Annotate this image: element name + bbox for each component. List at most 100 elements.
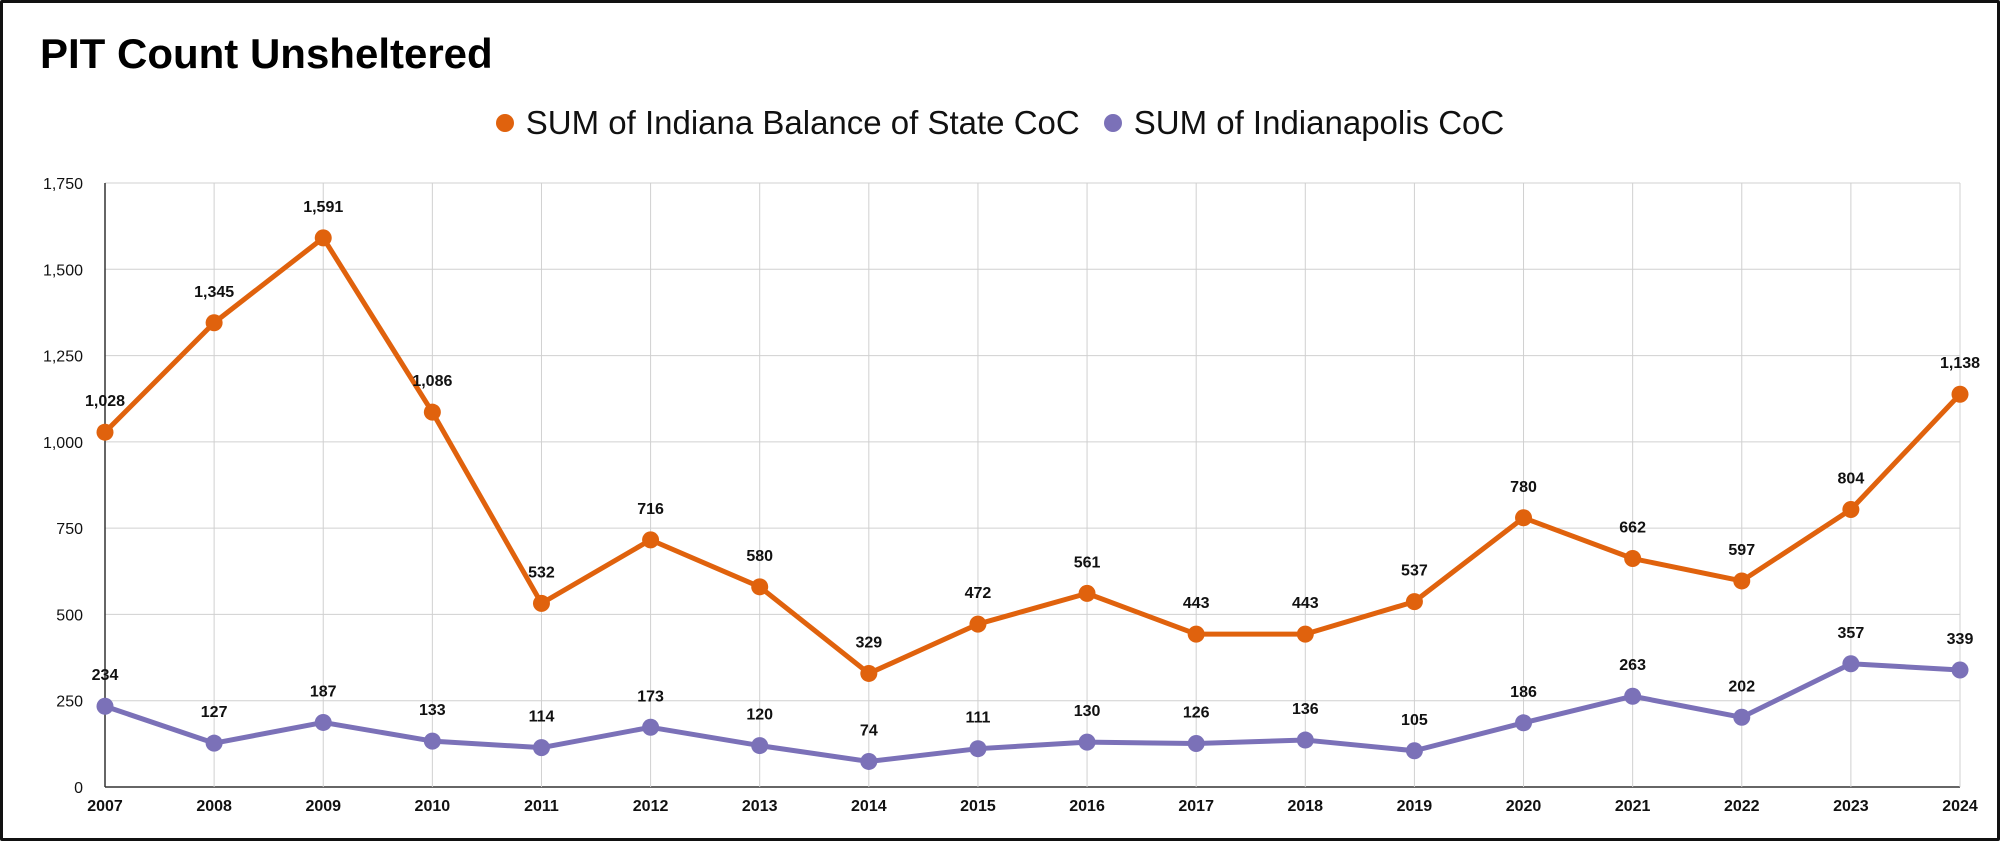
data-label: 1,138: [1940, 355, 1980, 372]
data-label: 561: [1074, 554, 1101, 571]
x-tick-label: 2008: [196, 798, 232, 815]
data-label: 716: [637, 501, 664, 518]
data-label: 114: [529, 709, 555, 726]
data-point[interactable]: [1842, 501, 1860, 519]
data-label: 1,345: [194, 284, 234, 301]
legend-marker-balance-of-state: [495, 114, 514, 132]
x-tick-label: 2023: [1833, 798, 1869, 815]
data-point[interactable]: [1296, 731, 1314, 749]
y-tick-label: 1,000: [43, 435, 83, 452]
y-tick-label: 1,500: [43, 262, 83, 279]
data-label: 202: [1728, 678, 1755, 695]
data-point[interactable]: [314, 229, 332, 247]
data-label: 74: [860, 722, 878, 739]
data-point[interactable]: [532, 594, 550, 612]
x-tick-label: 2014: [851, 798, 887, 815]
data-point[interactable]: [1951, 385, 1969, 403]
chart-title: PIT Count Unsheltered: [40, 30, 493, 77]
x-tick-label: 2020: [1506, 798, 1542, 815]
data-point[interactable]: [642, 718, 660, 736]
data-point[interactable]: [423, 403, 441, 421]
x-tick-label: 2010: [415, 798, 451, 815]
x-tick-label: 2013: [742, 798, 778, 815]
y-tick-label: 1,750: [43, 176, 83, 193]
legend-item-balance-of-state[interactable]: SUM of Indiana Balance of State CoC: [495, 104, 1080, 142]
x-tick-label: 2012: [633, 798, 669, 815]
data-point[interactable]: [1515, 509, 1533, 527]
data-label: 597: [1728, 542, 1755, 559]
x-tick-label: 2019: [1397, 798, 1433, 815]
data-label: 187: [310, 683, 337, 700]
data-point[interactable]: [1078, 733, 1096, 751]
y-tick-label: 1,250: [43, 349, 83, 366]
x-tick-label: 2007: [87, 798, 123, 815]
data-point[interactable]: [205, 734, 223, 752]
data-label: 173: [637, 688, 664, 705]
data-point[interactable]: [205, 314, 223, 332]
data-label: 443: [1292, 595, 1319, 612]
data-label: 1,028: [85, 393, 125, 410]
x-tick-label: 2009: [305, 798, 341, 815]
data-label: 662: [1619, 520, 1646, 537]
legend-label-balance-of-state: SUM of Indiana Balance of State CoC: [525, 104, 1080, 141]
data-label: 136: [1292, 701, 1319, 718]
data-label: 443: [1183, 595, 1210, 612]
data-label: 1,086: [412, 373, 452, 390]
y-tick-label: 500: [56, 607, 83, 624]
data-point[interactable]: [1733, 708, 1751, 726]
data-point[interactable]: [1842, 655, 1860, 673]
y-tick-label: 250: [56, 694, 83, 711]
data-label: 357: [1838, 625, 1865, 642]
data-point[interactable]: [314, 713, 332, 731]
data-label: 780: [1510, 479, 1537, 496]
data-label: 127: [201, 704, 228, 721]
data-point[interactable]: [1733, 572, 1751, 590]
data-label: 532: [528, 564, 555, 581]
data-point[interactable]: [1187, 625, 1205, 643]
legend-item-indianapolis[interactable]: SUM of Indianapolis CoC: [1103, 104, 1505, 142]
data-label: 126: [1183, 705, 1210, 722]
data-point[interactable]: [1296, 625, 1314, 643]
data-point[interactable]: [751, 737, 769, 755]
data-point[interactable]: [423, 732, 441, 750]
data-point[interactable]: [642, 531, 660, 549]
x-tick-label: 2016: [1069, 798, 1105, 815]
data-label: 263: [1619, 657, 1646, 674]
y-tick-label: 750: [56, 521, 83, 538]
data-point[interactable]: [1078, 584, 1096, 602]
x-tick-label: 2017: [1178, 798, 1214, 815]
data-label: 580: [746, 548, 773, 565]
x-tick-label: 2015: [960, 798, 996, 815]
legend-marker-indianapolis: [1103, 114, 1122, 132]
data-point[interactable]: [860, 752, 878, 770]
data-label: 186: [1510, 684, 1537, 701]
data-label: 537: [1401, 563, 1428, 580]
y-tick-label: 0: [74, 780, 83, 797]
data-point[interactable]: [1405, 742, 1423, 760]
x-tick-label: 2021: [1615, 798, 1651, 815]
data-label: 472: [965, 585, 992, 602]
data-label: 133: [419, 702, 446, 719]
data-point[interactable]: [1951, 661, 1969, 679]
data-point[interactable]: [96, 697, 114, 715]
data-label: 339: [1947, 631, 1974, 648]
data-label: 120: [746, 707, 773, 724]
data-label: 111: [965, 710, 990, 727]
data-point[interactable]: [1187, 735, 1205, 753]
data-point[interactable]: [96, 423, 114, 441]
x-tick-label: 2024: [1942, 798, 1978, 815]
x-tick-label: 2018: [1287, 798, 1323, 815]
data-point[interactable]: [860, 664, 878, 682]
data-point[interactable]: [1515, 714, 1533, 732]
series-line-0: [102, 235, 1963, 676]
data-label: 1,591: [303, 199, 343, 216]
data-point[interactable]: [751, 578, 769, 596]
legend-label-indianapolis: SUM of Indianapolis CoC: [1133, 104, 1505, 141]
data-point[interactable]: [969, 740, 987, 758]
data-point[interactable]: [1624, 687, 1642, 705]
data-point[interactable]: [1405, 593, 1423, 611]
data-point[interactable]: [969, 615, 987, 633]
data-point[interactable]: [532, 739, 550, 757]
data-point[interactable]: [1624, 550, 1642, 568]
x-tick-label: 2011: [524, 798, 559, 815]
